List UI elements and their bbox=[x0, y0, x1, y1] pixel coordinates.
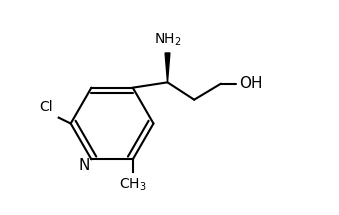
Text: OH: OH bbox=[239, 76, 262, 91]
Text: NH$_2$: NH$_2$ bbox=[154, 32, 181, 48]
Text: Cl: Cl bbox=[40, 100, 53, 114]
Text: CH$_3$: CH$_3$ bbox=[119, 177, 146, 193]
Polygon shape bbox=[165, 53, 170, 82]
Text: N: N bbox=[79, 158, 90, 173]
